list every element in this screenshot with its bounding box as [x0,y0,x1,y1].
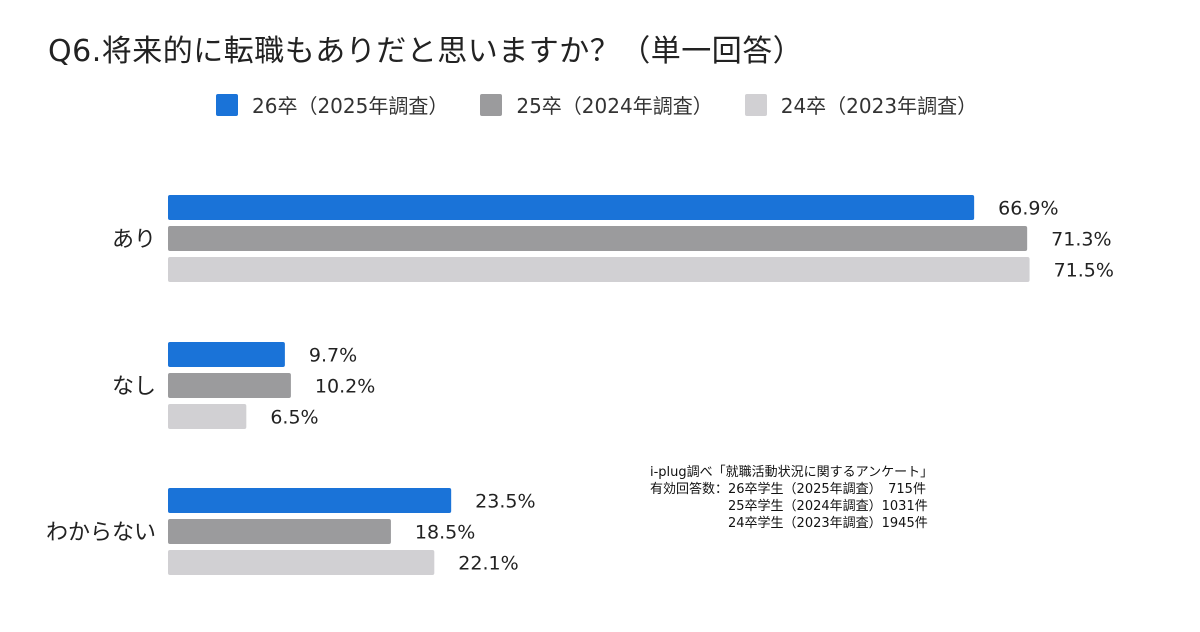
source-note: i-plug調べ「就職活動状況に関するアンケート」 有効回答数：26卒学生（202… [650,464,933,532]
data-label: 71.5% [1054,260,1114,282]
legend-label-26: 26卒（2025年調査） [252,94,449,118]
legend-label-24: 24卒（2023年調査） [780,94,978,118]
source-note-line: 25卒学生（2024年調査）1031件 [650,499,928,514]
legend-item-24: 24卒（2023年調査） [744,90,978,119]
category-label: あり [112,228,156,253]
data-label: 6.5% [270,407,318,429]
bar [168,550,435,575]
legend-label-25: 25卒（2024年調査） [516,94,713,118]
bar [168,404,247,429]
data-label: 23.5% [475,491,535,513]
chart-title: Q6.将来的に転職もありだと思いますか？（単一回答） [48,34,804,69]
legend-swatch-25 [480,93,503,116]
bar [168,257,1030,282]
bar [168,488,452,513]
legend-item-26: 26卒（2025年調査） [216,90,448,119]
legend: 26卒（2025年調査） 25卒（2024年調査） 24卒（2023年調査） [216,90,1009,119]
data-label: 71.3% [1051,229,1111,251]
legend-item-25: 25卒（2024年調査） [480,90,713,119]
category-label: わからない [46,521,156,546]
bar [168,226,1028,251]
source-note-line: 24卒学生（2023年調査）1945件 [650,516,928,531]
data-label: 18.5% [415,522,475,544]
category-label: なし [112,375,156,400]
data-label: 9.7% [309,345,357,367]
bar [168,195,975,220]
legend-swatch-26 [216,93,238,116]
data-label: 66.9% [998,198,1058,220]
source-note-line: i-plug調べ「就職活動状況に関するアンケート」 [650,465,934,480]
data-label: 22.1% [458,553,518,575]
data-label: 10.2% [315,376,375,398]
bar [168,373,291,398]
bar [168,342,285,367]
source-note-line: 有効回答数：26卒学生（2025年調査） 715件 [650,482,926,497]
bar [168,519,391,544]
legend-swatch-24 [744,93,767,116]
